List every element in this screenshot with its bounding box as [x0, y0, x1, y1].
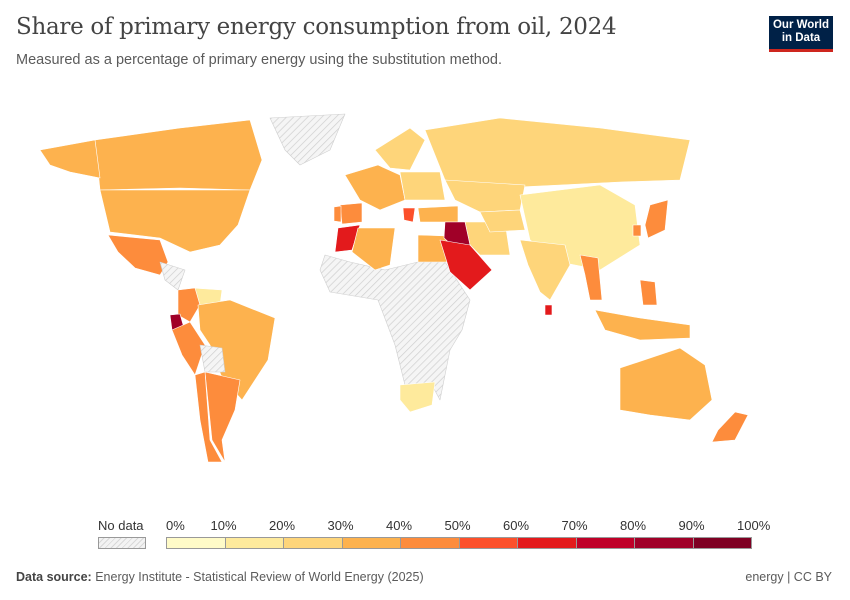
legend-swatch[interactable] [634, 537, 694, 549]
license[interactable]: energy | CC BY [745, 570, 832, 584]
country-scandinavia[interactable] [374, 127, 426, 171]
data-source-link[interactable]: Energy Institute - Statistical Review of… [95, 570, 424, 584]
data-source: Data source: Energy Institute - Statisti… [16, 570, 424, 584]
legend-tick-label: 20% [269, 518, 296, 533]
legend-no-data-swatch [98, 537, 146, 549]
legend-tick-label: 40% [386, 518, 413, 533]
subtitle: Measured as a percentage of primary ener… [16, 52, 503, 68]
country-bolivia[interactable] [199, 344, 226, 373]
legend-tick-label: 50% [444, 518, 471, 533]
country-thailand[interactable] [579, 254, 603, 301]
country-peru[interactable] [171, 321, 206, 376]
owid-logo[interactable]: Our World in Data [769, 16, 833, 52]
country-indonesia[interactable] [594, 309, 691, 341]
legend-swatch[interactable] [341, 537, 401, 549]
data-source-label: Data source: [16, 570, 92, 584]
country-africa-other[interactable] [319, 254, 471, 401]
country-brazil[interactable] [197, 299, 276, 401]
country-new-zealand[interactable] [711, 411, 749, 443]
world-map[interactable] [0, 100, 850, 500]
legend-tick-label: 10% [210, 518, 237, 533]
legend-tick-label: 30% [327, 518, 354, 533]
country-sri-lanka[interactable] [544, 304, 553, 316]
legend-tick-label: 70% [561, 518, 588, 533]
legend-tick-label: 0% [166, 518, 185, 533]
country-india[interactable] [519, 239, 571, 301]
country-colombia[interactable] [177, 287, 201, 323]
page-title: Share of primary energy consumption from… [16, 14, 617, 40]
legend-swatch[interactable] [575, 537, 635, 549]
country-morocco[interactable] [334, 224, 361, 253]
country-saudi-arabia[interactable] [439, 239, 493, 291]
country-south-korea[interactable] [632, 224, 642, 237]
legend-swatch[interactable] [283, 537, 343, 549]
country-eastern-europe[interactable] [399, 171, 446, 201]
country-iberia-portugal[interactable] [333, 205, 342, 223]
legend-tick-label: 90% [678, 518, 705, 533]
legend-swatch[interactable] [400, 537, 460, 549]
country-russia[interactable] [424, 117, 691, 189]
country-south-africa[interactable] [399, 381, 436, 413]
country-algeria[interactable] [351, 227, 396, 271]
country-argentina[interactable] [204, 371, 241, 463]
country-greenland[interactable] [269, 113, 346, 166]
country-philippines[interactable] [639, 279, 658, 306]
country-chile[interactable] [194, 371, 223, 463]
color-legend: No data 0% 10% 20% 30% 40% 50% 60% 70% 80% 90% 100… [0, 515, 850, 555]
country-alaska[interactable] [39, 139, 101, 179]
country-canada[interactable] [94, 119, 263, 191]
country-greece[interactable] [402, 207, 416, 223]
legend-tick-label: 60% [503, 518, 530, 533]
country-turkey[interactable] [417, 205, 459, 223]
country-western-europe[interactable] [344, 164, 406, 211]
legend-swatch[interactable] [224, 537, 284, 549]
country-japan[interactable] [644, 199, 669, 239]
legend-tick-label: 80% [620, 518, 647, 533]
country-central-asia[interactable] [479, 209, 526, 233]
country-mexico[interactable] [107, 234, 169, 276]
country-australia[interactable] [619, 347, 713, 421]
country-united-states[interactable] [99, 189, 251, 253]
legend-swatch[interactable] [692, 537, 752, 549]
logo-text: Our World in Data [772, 19, 829, 44]
country-central-america[interactable] [159, 261, 186, 291]
legend-no-data-label: No data [98, 518, 144, 533]
legend-swatch[interactable] [458, 537, 518, 549]
legend-swatch[interactable] [517, 537, 577, 549]
legend-swatch[interactable] [166, 537, 226, 549]
legend-tick-label: 100% [737, 518, 771, 533]
country-spain[interactable] [339, 202, 363, 225]
